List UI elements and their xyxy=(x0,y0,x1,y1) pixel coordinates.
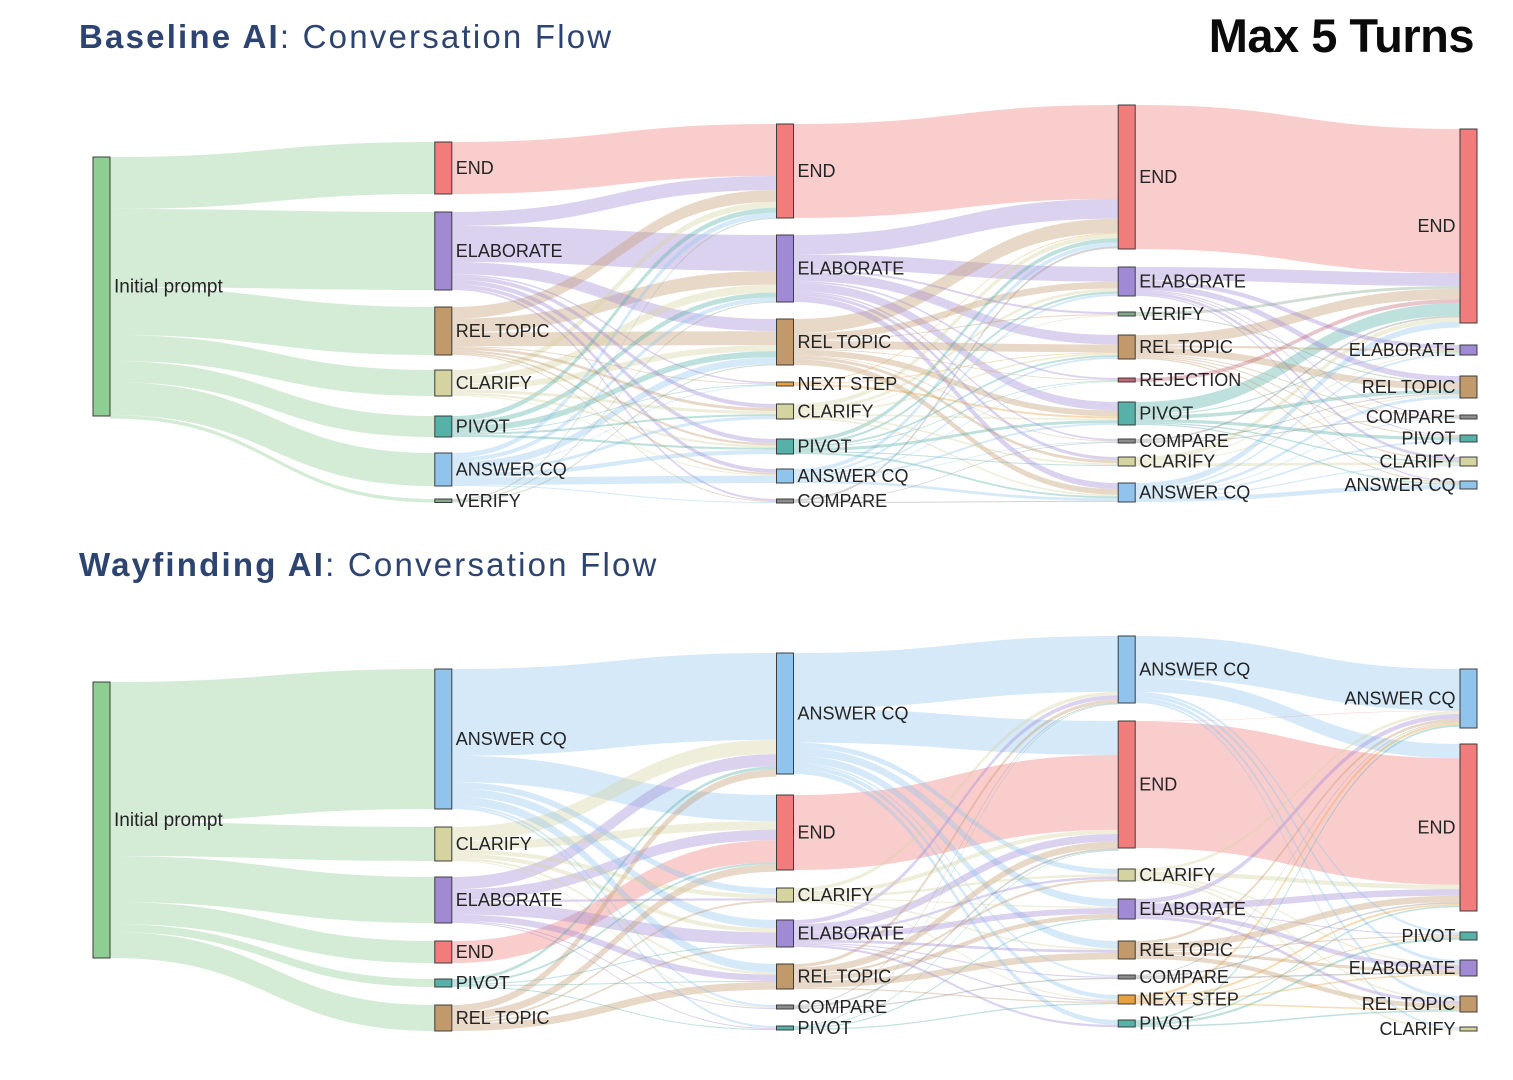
svg-text:REL TOPIC: REL TOPIC xyxy=(798,332,892,352)
svg-text:CLARIFY: CLARIFY xyxy=(798,402,874,422)
svg-text:COMPARE: COMPARE xyxy=(798,491,888,511)
svg-text:END: END xyxy=(456,158,494,178)
svg-text:REL TOPIC: REL TOPIC xyxy=(1139,337,1233,357)
svg-text:PIVOT: PIVOT xyxy=(798,437,852,457)
svg-text:END: END xyxy=(1139,167,1177,187)
svg-text:END: END xyxy=(1417,216,1455,236)
svg-text:CLARIFY: CLARIFY xyxy=(798,885,874,905)
svg-text:ELABORATE: ELABORATE xyxy=(1139,899,1246,919)
svg-text:REL TOPIC: REL TOPIC xyxy=(1362,994,1456,1014)
svg-text:PIVOT: PIVOT xyxy=(1139,1014,1193,1034)
svg-text:NEXT STEP: NEXT STEP xyxy=(798,374,898,394)
svg-text:ANSWER CQ: ANSWER CQ xyxy=(456,460,567,480)
svg-text:PIVOT: PIVOT xyxy=(456,973,510,993)
svg-text:ANSWER CQ: ANSWER CQ xyxy=(798,466,909,486)
svg-text:VERIFY: VERIFY xyxy=(456,491,521,511)
svg-text:NEXT STEP: NEXT STEP xyxy=(1139,990,1239,1010)
svg-text:PIVOT: PIVOT xyxy=(798,1018,852,1038)
svg-text:REL TOPIC: REL TOPIC xyxy=(1362,377,1456,397)
svg-text:ELABORATE: ELABORATE xyxy=(456,241,563,261)
svg-text:ELABORATE: ELABORATE xyxy=(1349,958,1456,978)
svg-text:ELABORATE: ELABORATE xyxy=(798,259,905,279)
svg-text:END: END xyxy=(798,161,836,181)
svg-text:CLARIFY: CLARIFY xyxy=(456,834,532,854)
svg-text:Initial prompt: Initial prompt xyxy=(114,810,223,831)
svg-text:REL TOPIC: REL TOPIC xyxy=(1139,940,1233,960)
svg-text:ANSWER CQ: ANSWER CQ xyxy=(1344,689,1455,709)
svg-text:CLARIFY: CLARIFY xyxy=(1139,452,1215,472)
svg-text:ANSWER CQ: ANSWER CQ xyxy=(1139,483,1250,503)
svg-text:END: END xyxy=(1417,818,1455,838)
svg-text:ANSWER CQ: ANSWER CQ xyxy=(1139,660,1250,680)
svg-text:ELABORATE: ELABORATE xyxy=(456,890,563,910)
svg-text:COMPARE: COMPARE xyxy=(1139,431,1229,451)
svg-text:CLARIFY: CLARIFY xyxy=(1379,452,1455,472)
svg-text:REL TOPIC: REL TOPIC xyxy=(456,321,550,341)
svg-text:END: END xyxy=(798,823,836,843)
svg-text:COMPARE: COMPARE xyxy=(798,997,888,1017)
svg-text:CLARIFY: CLARIFY xyxy=(1139,865,1215,885)
svg-text:CLARIFY: CLARIFY xyxy=(456,373,532,393)
svg-text:COMPARE: COMPARE xyxy=(1366,407,1456,427)
svg-text:VERIFY: VERIFY xyxy=(1139,304,1204,324)
svg-text:COMPARE: COMPARE xyxy=(1139,967,1229,987)
svg-text:END: END xyxy=(1139,775,1177,795)
svg-text:ANSWER CQ: ANSWER CQ xyxy=(1344,475,1455,495)
svg-text:REL TOPIC: REL TOPIC xyxy=(456,1008,550,1028)
svg-text:REJECTION: REJECTION xyxy=(1139,370,1241,390)
svg-text:CLARIFY: CLARIFY xyxy=(1379,1019,1455,1039)
svg-text:ANSWER CQ: ANSWER CQ xyxy=(456,729,567,749)
svg-text:REL TOPIC: REL TOPIC xyxy=(798,967,892,987)
svg-text:PIVOT: PIVOT xyxy=(1401,429,1455,449)
svg-text:PIVOT: PIVOT xyxy=(456,417,510,437)
svg-text:ANSWER CQ: ANSWER CQ xyxy=(798,704,909,724)
svg-text:Initial prompt: Initial prompt xyxy=(114,277,223,298)
svg-text:PIVOT: PIVOT xyxy=(1401,926,1455,946)
svg-text:PIVOT: PIVOT xyxy=(1139,404,1193,424)
svg-text:ELABORATE: ELABORATE xyxy=(798,924,905,944)
svg-text:ELABORATE: ELABORATE xyxy=(1349,340,1456,360)
svg-text:END: END xyxy=(456,942,494,962)
svg-text:ELABORATE: ELABORATE xyxy=(1139,272,1246,292)
